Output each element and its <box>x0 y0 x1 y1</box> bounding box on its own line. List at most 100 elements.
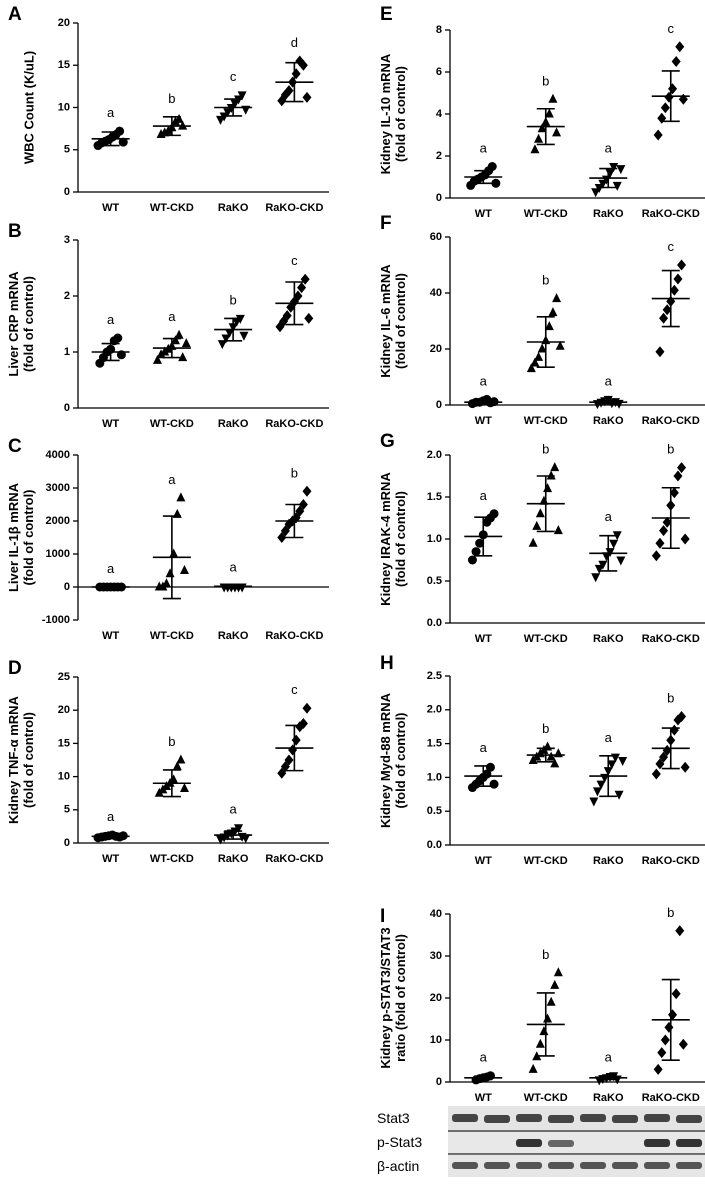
significance-letter: a <box>107 561 115 576</box>
data-point <box>546 996 556 1006</box>
panel-letter: B <box>8 221 22 242</box>
data-point <box>284 85 294 97</box>
y-tick-label: 0 <box>64 402 70 414</box>
data-point <box>302 702 312 714</box>
data-point <box>534 351 544 361</box>
panel-letter: F <box>380 213 392 234</box>
data-point <box>489 509 499 519</box>
x-tick-label: RaKO <box>593 1092 624 1104</box>
x-tick-label: RaKO-CKD <box>642 633 700 645</box>
data-point <box>223 108 233 118</box>
y-tick-label: 1000 <box>46 548 70 560</box>
data-point <box>598 179 608 189</box>
data-point <box>115 126 125 136</box>
x-tick-label: RaKO <box>593 208 624 220</box>
y-axis-label: (fold of control) <box>21 489 36 585</box>
y-axis-label: Kidney IL-10 mRNA <box>378 53 393 174</box>
y-tick-label: 0.5 <box>427 575 442 587</box>
data-point <box>225 328 235 338</box>
significance-letter: c <box>230 69 237 84</box>
y-tick-label: 2.0 <box>427 704 442 716</box>
data-point <box>659 312 669 324</box>
y-axis-label: (fold of control) <box>393 273 408 369</box>
data-point <box>489 779 499 789</box>
western-blot: Stat3 p-Stat3 β-actin <box>377 1106 705 1177</box>
data-point <box>532 520 542 530</box>
data-point <box>181 338 191 348</box>
data-point <box>174 329 184 339</box>
y-tick-label: 15 <box>58 737 70 749</box>
y-tick-label: 15 <box>58 59 70 71</box>
x-tick-label: WT <box>475 633 492 645</box>
y-tick-label: 3 <box>64 234 70 246</box>
x-tick-label: RaKO <box>593 855 624 867</box>
x-tick-label: WT <box>102 202 119 214</box>
y-tick-label: 0.0 <box>427 839 442 851</box>
y-tick-label: -1000 <box>42 614 70 626</box>
data-point <box>284 754 294 766</box>
y-tick-label: 0.0 <box>427 617 442 629</box>
significance-letter: a <box>480 740 488 755</box>
data-point <box>467 555 477 565</box>
y-axis-label: (fold of control) <box>21 712 36 808</box>
y-tick-label: 8 <box>436 24 442 36</box>
data-point <box>598 560 608 570</box>
data-point <box>234 824 244 834</box>
data-point <box>293 290 303 302</box>
data-point <box>528 1063 538 1073</box>
significance-letter: a <box>605 730 613 745</box>
data-point <box>662 304 672 316</box>
data-point <box>471 547 481 557</box>
y-tick-label: 2000 <box>46 515 70 527</box>
y-tick-label: 30 <box>430 950 442 962</box>
y-tick-label: 5 <box>64 144 70 156</box>
panel-letter: A <box>8 4 22 25</box>
panel-letter: H <box>380 653 394 674</box>
data-point <box>475 538 485 548</box>
data-point <box>302 485 312 497</box>
x-tick-label: RaKO <box>218 418 249 430</box>
panel-letter: E <box>380 4 393 25</box>
significance-letter: b <box>542 73 549 88</box>
y-tick-label: 10 <box>58 771 70 783</box>
x-tick-label: WT <box>102 418 119 430</box>
data-point <box>235 314 245 324</box>
y-tick-label: 0 <box>436 192 442 204</box>
significance-letter: c <box>291 253 298 268</box>
y-tick-label: 20 <box>58 704 70 716</box>
data-point <box>170 335 180 345</box>
data-point <box>165 568 175 578</box>
data-point <box>662 516 672 528</box>
significance-letter: a <box>605 1050 613 1065</box>
significance-letter: b <box>168 734 175 749</box>
x-tick-label: RaKO <box>218 630 249 642</box>
blot-strip <box>448 1155 705 1177</box>
significance-letter: b <box>542 947 549 962</box>
data-point <box>161 578 171 588</box>
x-tick-label: RaKO-CKD <box>265 418 323 430</box>
x-tick-label: RaKO-CKD <box>265 853 323 865</box>
data-point <box>535 508 545 518</box>
data-point <box>653 129 663 141</box>
blot-label: p-Stat3 <box>377 1134 422 1150</box>
data-point <box>302 91 312 103</box>
blot-label: β-actin <box>377 1158 419 1174</box>
x-tick-label: WT-CKD <box>150 853 194 865</box>
data-point <box>609 539 619 549</box>
data-point <box>217 340 227 350</box>
blot-strip <box>448 1131 705 1154</box>
x-tick-label: RaKO <box>593 415 624 427</box>
significance-letter: a <box>605 373 613 388</box>
data-point <box>526 363 536 373</box>
data-point <box>592 787 602 797</box>
x-tick-label: WT-CKD <box>524 208 568 220</box>
y-tick-label: 1.0 <box>427 771 442 783</box>
data-point <box>234 95 244 105</box>
data-point <box>618 757 628 766</box>
data-point <box>660 1034 670 1046</box>
y-tick-label: 0 <box>64 837 70 849</box>
data-point <box>552 127 562 137</box>
y-tick-label: 2.0 <box>427 449 442 461</box>
x-tick-label: WT <box>475 855 492 867</box>
data-point <box>612 181 622 191</box>
